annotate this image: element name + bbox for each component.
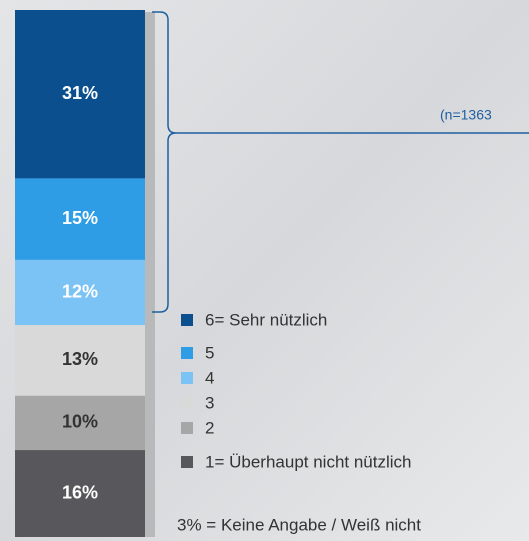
bar-segment bbox=[15, 178, 145, 260]
annotation: (n=1363 bbox=[440, 107, 492, 123]
bar-segment bbox=[15, 259, 145, 326]
bar-segment bbox=[15, 10, 145, 179]
legend-label: 2 bbox=[205, 418, 214, 437]
data-label: 15% bbox=[62, 208, 98, 228]
bracket bbox=[152, 11, 529, 313]
legend-label: 6= Sehr nützlich bbox=[205, 310, 327, 329]
data-label: 16% bbox=[62, 482, 98, 502]
data-label: 31% bbox=[62, 83, 98, 103]
data-label: 10% bbox=[62, 412, 98, 432]
legend-label: 3 bbox=[205, 393, 214, 412]
legend-swatch bbox=[181, 372, 193, 384]
note: 3% = Keine Angabe / Weiß nicht bbox=[177, 515, 421, 534]
legend-swatch bbox=[181, 347, 193, 359]
data-label: 12% bbox=[62, 281, 98, 301]
data-label: 13% bbox=[62, 349, 98, 369]
bar-segment bbox=[15, 450, 145, 537]
legend-label: 5 bbox=[205, 343, 214, 362]
legend-label: 1= Überhaupt nicht nützlich bbox=[205, 452, 412, 471]
bar-shadow bbox=[145, 12, 155, 537]
legend-label: 4 bbox=[205, 368, 214, 387]
legend-swatch bbox=[181, 314, 193, 326]
bar-segment bbox=[15, 395, 145, 451]
legend-swatch bbox=[181, 456, 193, 468]
bar-segment bbox=[15, 325, 145, 396]
legend-swatch bbox=[181, 397, 193, 409]
legend-swatch bbox=[181, 422, 193, 434]
